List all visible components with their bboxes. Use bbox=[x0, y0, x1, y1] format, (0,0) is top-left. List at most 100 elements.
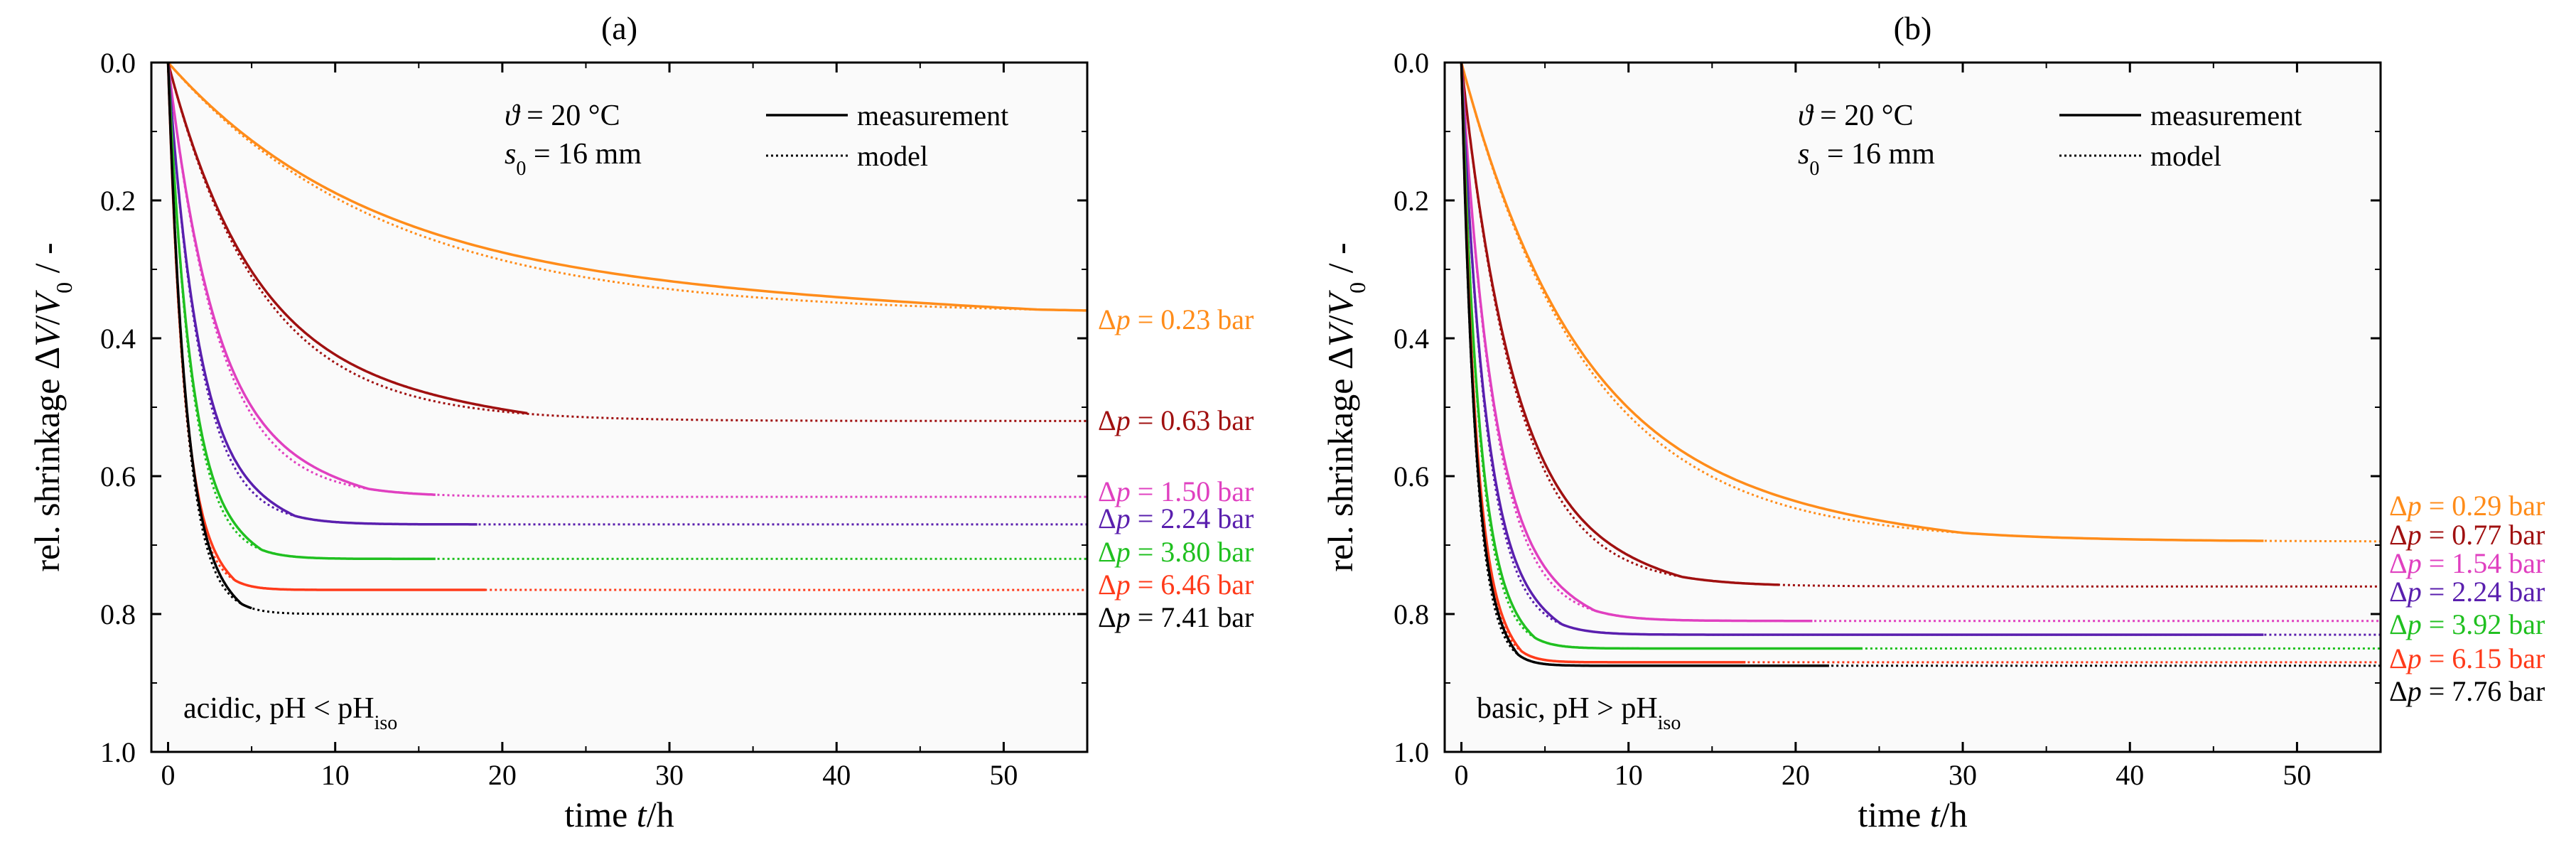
panel-a: (a) 0 10 20 30 40 50 0.0 0.2 0.4 0.6 0.8 1.0 time t/h… bbox=[27, 10, 1254, 834]
series-label-6-15: Δp = 6.15 bar bbox=[2389, 642, 2545, 674]
x-tick-label: 10 bbox=[321, 759, 350, 791]
series-label-1-50: Δp = 1.50 bar bbox=[1098, 475, 1254, 507]
plot-frame bbox=[150, 61, 1089, 753]
curves bbox=[1460, 63, 2381, 667]
series-label-value: = 7.41 bar bbox=[1131, 601, 1254, 633]
measurement-curve-3-92 bbox=[1460, 63, 1863, 650]
y-axis-label-subscript: 0 bbox=[51, 282, 77, 294]
series-label-value: = 6.15 bar bbox=[2422, 642, 2545, 674]
series-label-delta: Δ bbox=[2389, 490, 2408, 522]
x-axis-label-var: t bbox=[1930, 795, 1941, 834]
series-label-7-76: Δp = 7.76 bar bbox=[2389, 675, 2545, 707]
measurement-curve-2-24 bbox=[1460, 63, 2264, 636]
condition-s-value: = 16 mm bbox=[1819, 138, 1935, 171]
y-axis-label-unit: / - bbox=[1320, 242, 1360, 282]
y-tick-label: 1.0 bbox=[1394, 736, 1429, 768]
series-label-var: p bbox=[2405, 576, 2422, 608]
series-label-delta: Δ bbox=[2389, 642, 2408, 674]
measurement-curve-0-23 bbox=[167, 63, 1087, 312]
y-tick-label: 0.4 bbox=[100, 323, 136, 355]
y-tick-label: 1.0 bbox=[100, 736, 136, 768]
x-tick-label: 20 bbox=[488, 759, 517, 791]
series-label-var: p bbox=[1114, 475, 1131, 507]
condition-theta-symbol: ϑ bbox=[1798, 99, 1814, 132]
y-axis-label-text: rel. shrinkage bbox=[1320, 370, 1360, 572]
series-label-2-24: Δp = 2.24 bar bbox=[1098, 502, 1254, 534]
series-label-var: p bbox=[1114, 502, 1131, 534]
series-label-delta: Δ bbox=[1098, 601, 1116, 633]
series-label-value: = 3.80 bar bbox=[1131, 536, 1254, 568]
series-label-delta: Δ bbox=[1098, 569, 1116, 601]
series-label-var: p bbox=[2405, 675, 2422, 707]
series-label-1-54: Δp = 1.54 bar bbox=[2389, 547, 2545, 579]
series-label-value: = 1.50 bar bbox=[1131, 475, 1254, 507]
series-label-3-80: Δp = 3.80 bar bbox=[1098, 536, 1254, 568]
y-tick-label: 0.0 bbox=[1394, 47, 1429, 79]
condition-thickness: s0 = 16 mm bbox=[505, 138, 642, 180]
y-axis-label-var: V bbox=[1320, 321, 1360, 347]
series-label-6-46: Δp = 6.46 bar bbox=[1098, 569, 1254, 601]
model-curve-0-63 bbox=[167, 63, 1087, 422]
x-axis-label: time t/h bbox=[564, 795, 674, 834]
x-axis-label-text: time bbox=[1858, 795, 1929, 834]
x-tick-label: 40 bbox=[822, 759, 851, 791]
x-axis-label: time t/h bbox=[1858, 795, 1967, 834]
series-label-delta: Δ bbox=[2389, 547, 2408, 579]
y-tick-label: 0.2 bbox=[1394, 185, 1429, 217]
panel-title: (a) bbox=[601, 10, 637, 46]
x-tick-label: 30 bbox=[655, 759, 684, 791]
legend-model-label: model bbox=[2150, 140, 2221, 172]
measurement-curve-7-76 bbox=[1460, 63, 1829, 667]
x-tick-label: 10 bbox=[1615, 759, 1643, 791]
series-label-delta: Δ bbox=[1098, 536, 1116, 568]
series-label-value: = 0.23 bar bbox=[1131, 303, 1254, 335]
condition-thickness: s0 = 16 mm bbox=[1798, 138, 1935, 180]
measurement-curve-0-63 bbox=[166, 63, 528, 415]
measurement-curve-1-50 bbox=[166, 63, 436, 496]
legend-model-label: model bbox=[857, 140, 928, 172]
series-label-delta: Δ bbox=[2389, 576, 2408, 608]
series-label-var: p bbox=[1114, 536, 1131, 568]
x-tick-label: 40 bbox=[2116, 759, 2144, 791]
series-label-value: = 0.29 bar bbox=[2422, 490, 2545, 522]
series-label-delta: Δ bbox=[2389, 608, 2408, 640]
x-axis-label-text: time bbox=[564, 795, 636, 834]
y-axis-label-var: V bbox=[1320, 289, 1360, 315]
x-axis-label-var: t bbox=[637, 795, 647, 834]
y-axis-label-slash: / bbox=[27, 315, 67, 325]
series-label-delta: Δ bbox=[1098, 404, 1116, 436]
condition-temperature: ϑ = 20 °C bbox=[505, 99, 620, 132]
series-label-delta: Δ bbox=[1098, 502, 1116, 534]
model-curve-3-80 bbox=[167, 63, 1087, 560]
condition-theta-value: = 20 °C bbox=[1813, 99, 1914, 132]
y-axis-label-unit: / - bbox=[27, 242, 67, 282]
series-label-var: p bbox=[2405, 642, 2422, 674]
y-tick-label: 0.8 bbox=[1394, 598, 1429, 630]
panel-title: (b) bbox=[1894, 10, 1932, 46]
series-label-0-29: Δp = 0.29 bar bbox=[2389, 490, 2545, 522]
condition-temperature: ϑ = 20 °C bbox=[1798, 99, 1914, 132]
series-label-value: = 2.24 bar bbox=[2422, 576, 2545, 608]
series-label-delta: Δ bbox=[1098, 303, 1116, 335]
measurement-curve-0-29 bbox=[1460, 63, 2264, 542]
y-tick-label: 0.8 bbox=[100, 598, 136, 630]
series-label-var: p bbox=[1114, 303, 1131, 335]
series-label-value: = 2.24 bar bbox=[1131, 502, 1254, 534]
x-tick-label: 0 bbox=[1455, 759, 1469, 791]
plot-area bbox=[1445, 63, 2381, 752]
condition-annotation-subscript: iso bbox=[1658, 712, 1681, 734]
condition-theta-symbol: ϑ bbox=[505, 99, 521, 132]
series-label-0-23: Δp = 0.23 bar bbox=[1098, 303, 1254, 335]
measurement-curve-1-54 bbox=[1460, 63, 1813, 623]
condition-annotation-text: basic, pH > pH bbox=[1477, 692, 1658, 725]
condition-annotation: acidic, pH < pHiso bbox=[183, 692, 397, 734]
x-tick-label: 50 bbox=[2283, 759, 2311, 791]
series-label-var: p bbox=[1114, 569, 1131, 601]
model-curve-6-15 bbox=[1460, 63, 2381, 664]
y-axis-label: rel. shrinkage ΔV/V0 / - bbox=[27, 242, 77, 571]
legend-measurement-label: measurement bbox=[857, 99, 1008, 131]
condition-annotation: basic, pH > pHiso bbox=[1477, 692, 1681, 734]
model-curve-7-41 bbox=[167, 63, 1087, 615]
y-tick-label: 0.4 bbox=[1394, 323, 1429, 355]
series-label-var: p bbox=[1114, 601, 1131, 633]
